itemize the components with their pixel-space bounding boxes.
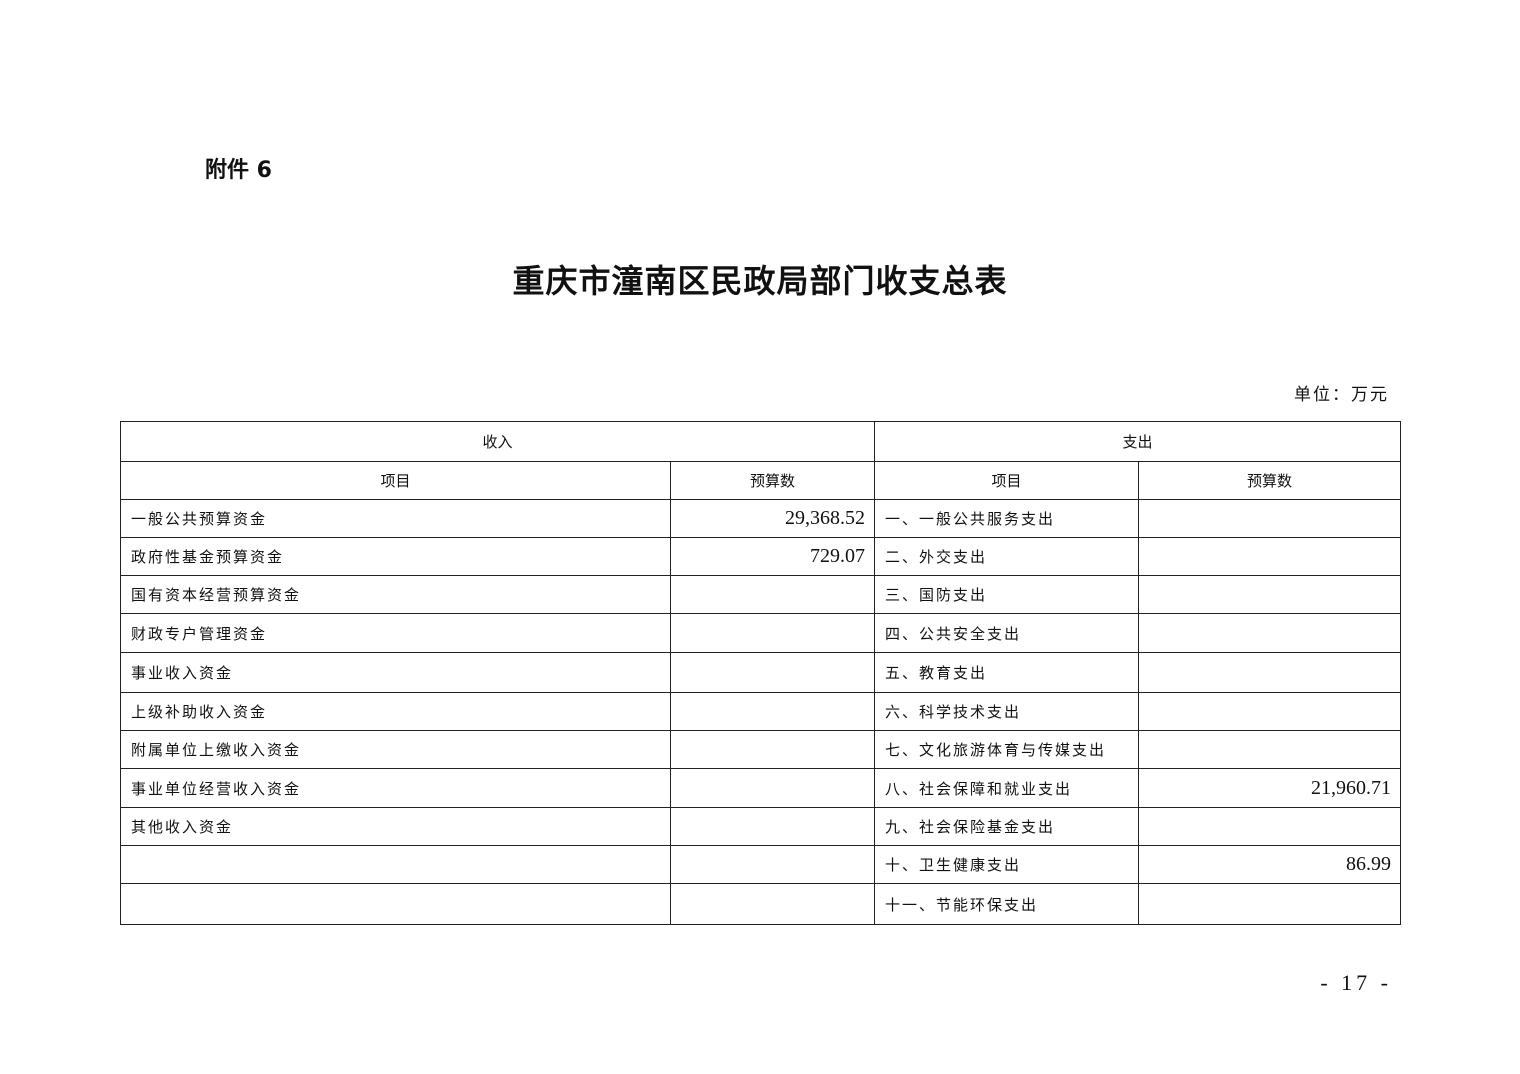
- budget-table: 收入 支出 项目 预算数 项目 预算数 一般公共预算资金 29,368.52 一、一…: [119, 421, 1402, 925]
- income-item-cell: 事业收入资金: [120, 652, 671, 693]
- column-header-row: 项目 预算数 项目 预算数: [120, 461, 1402, 500]
- expense-amount-cell: [1138, 652, 1402, 693]
- income-item-cell: 一般公共预算资金: [120, 499, 671, 538]
- expense-item-cell: 一、一般公共服务支出: [874, 499, 1140, 538]
- expense-item-cell: 二、外交支出: [874, 537, 1140, 576]
- income-group-header: 收入: [119, 421, 876, 462]
- unit-label: 单位：万元: [1294, 385, 1389, 405]
- income-item-cell: 其他收入资金: [120, 807, 671, 846]
- income-item-cell: 国有资本经营预算资金: [120, 575, 671, 614]
- expense-item-cell: 十、卫生健康支出: [874, 845, 1140, 884]
- table-row: 一般公共预算资金 29,368.52 一、一般公共服务支出: [120, 499, 1402, 538]
- table-row: 其他收入资金 九、社会保险基金支出: [120, 807, 1402, 846]
- income-amount-cell: 29,368.52: [669, 499, 876, 538]
- table-row: 附属单位上缴收入资金 七、文化旅游体育与传媒支出: [120, 730, 1402, 769]
- income-item-cell: 事业单位经营收入资金: [120, 768, 671, 808]
- expense-item-cell: 三、国防支出: [874, 575, 1140, 614]
- expense-amount-cell: [1138, 883, 1402, 925]
- income-amount-cell: [669, 613, 876, 653]
- income-amount-cell: [669, 807, 876, 846]
- expense-item-header: 项目: [874, 461, 1140, 500]
- table-row: 上级补助收入资金 六、科学技术支出: [120, 692, 1402, 731]
- table-row: 财政专户管理资金 四、公共安全支出: [120, 613, 1402, 653]
- expense-item-cell: 十一、节能环保支出: [874, 883, 1140, 925]
- income-amount-cell: [669, 883, 876, 925]
- income-item-cell: 附属单位上缴收入资金: [120, 730, 671, 769]
- attachment-label: 附件 6: [205, 158, 272, 183]
- expense-amount-cell: [1138, 499, 1402, 538]
- expense-item-cell: 五、教育支出: [874, 652, 1140, 693]
- expense-amount-cell: 86.99: [1138, 845, 1402, 884]
- expense-amount-cell: [1138, 537, 1402, 576]
- income-amount-cell: [669, 652, 876, 693]
- expense-amount-cell: [1138, 807, 1402, 846]
- expense-item-cell: 七、文化旅游体育与传媒支出: [874, 730, 1140, 769]
- table-row: 政府性基金预算资金 729.07 二、外交支出: [120, 537, 1402, 576]
- expense-amount-cell: 21,960.71: [1138, 768, 1402, 808]
- expense-item-cell: 六、科学技术支出: [874, 692, 1140, 731]
- income-amount-cell: 729.07: [669, 537, 876, 576]
- income-amount-cell: [669, 692, 876, 731]
- expense-group-header: 支出: [874, 421, 1402, 462]
- table-row: 事业收入资金 五、教育支出: [120, 652, 1402, 693]
- income-amount-header: 预算数: [669, 461, 876, 500]
- expense-amount-cell: [1138, 692, 1402, 731]
- income-amount-cell: [669, 768, 876, 808]
- income-item-cell: [120, 845, 671, 884]
- expense-item-cell: 四、公共安全支出: [874, 613, 1140, 653]
- income-amount-cell: [669, 730, 876, 769]
- expense-item-cell: 八、社会保障和就业支出: [874, 768, 1140, 808]
- table-row: 十一、节能环保支出: [120, 883, 1402, 925]
- expense-amount-cell: [1138, 613, 1402, 653]
- table-row: 事业单位经营收入资金 八、社会保障和就业支出 21,960.71: [120, 768, 1402, 808]
- income-amount-cell: [669, 575, 876, 614]
- expense-item-cell: 九、社会保险基金支出: [874, 807, 1140, 846]
- expense-amount-header: 预算数: [1138, 461, 1402, 500]
- table-row: 十、卫生健康支出 86.99: [120, 845, 1402, 884]
- income-amount-cell: [669, 845, 876, 884]
- income-item-cell: [120, 883, 671, 925]
- group-header-row: 收入 支出: [119, 421, 1402, 462]
- income-item-cell: 财政专户管理资金: [120, 613, 671, 653]
- page-number: - 17 -: [1320, 970, 1392, 995]
- expense-amount-cell: [1138, 730, 1402, 769]
- page-title: 重庆市潼南区民政局部门收支总表: [512, 262, 1008, 300]
- income-item-header: 项目: [120, 461, 671, 500]
- income-item-cell: 上级补助收入资金: [120, 692, 671, 731]
- table-row: 国有资本经营预算资金 三、国防支出: [120, 575, 1402, 614]
- income-item-cell: 政府性基金预算资金: [120, 537, 671, 576]
- expense-amount-cell: [1138, 575, 1402, 614]
